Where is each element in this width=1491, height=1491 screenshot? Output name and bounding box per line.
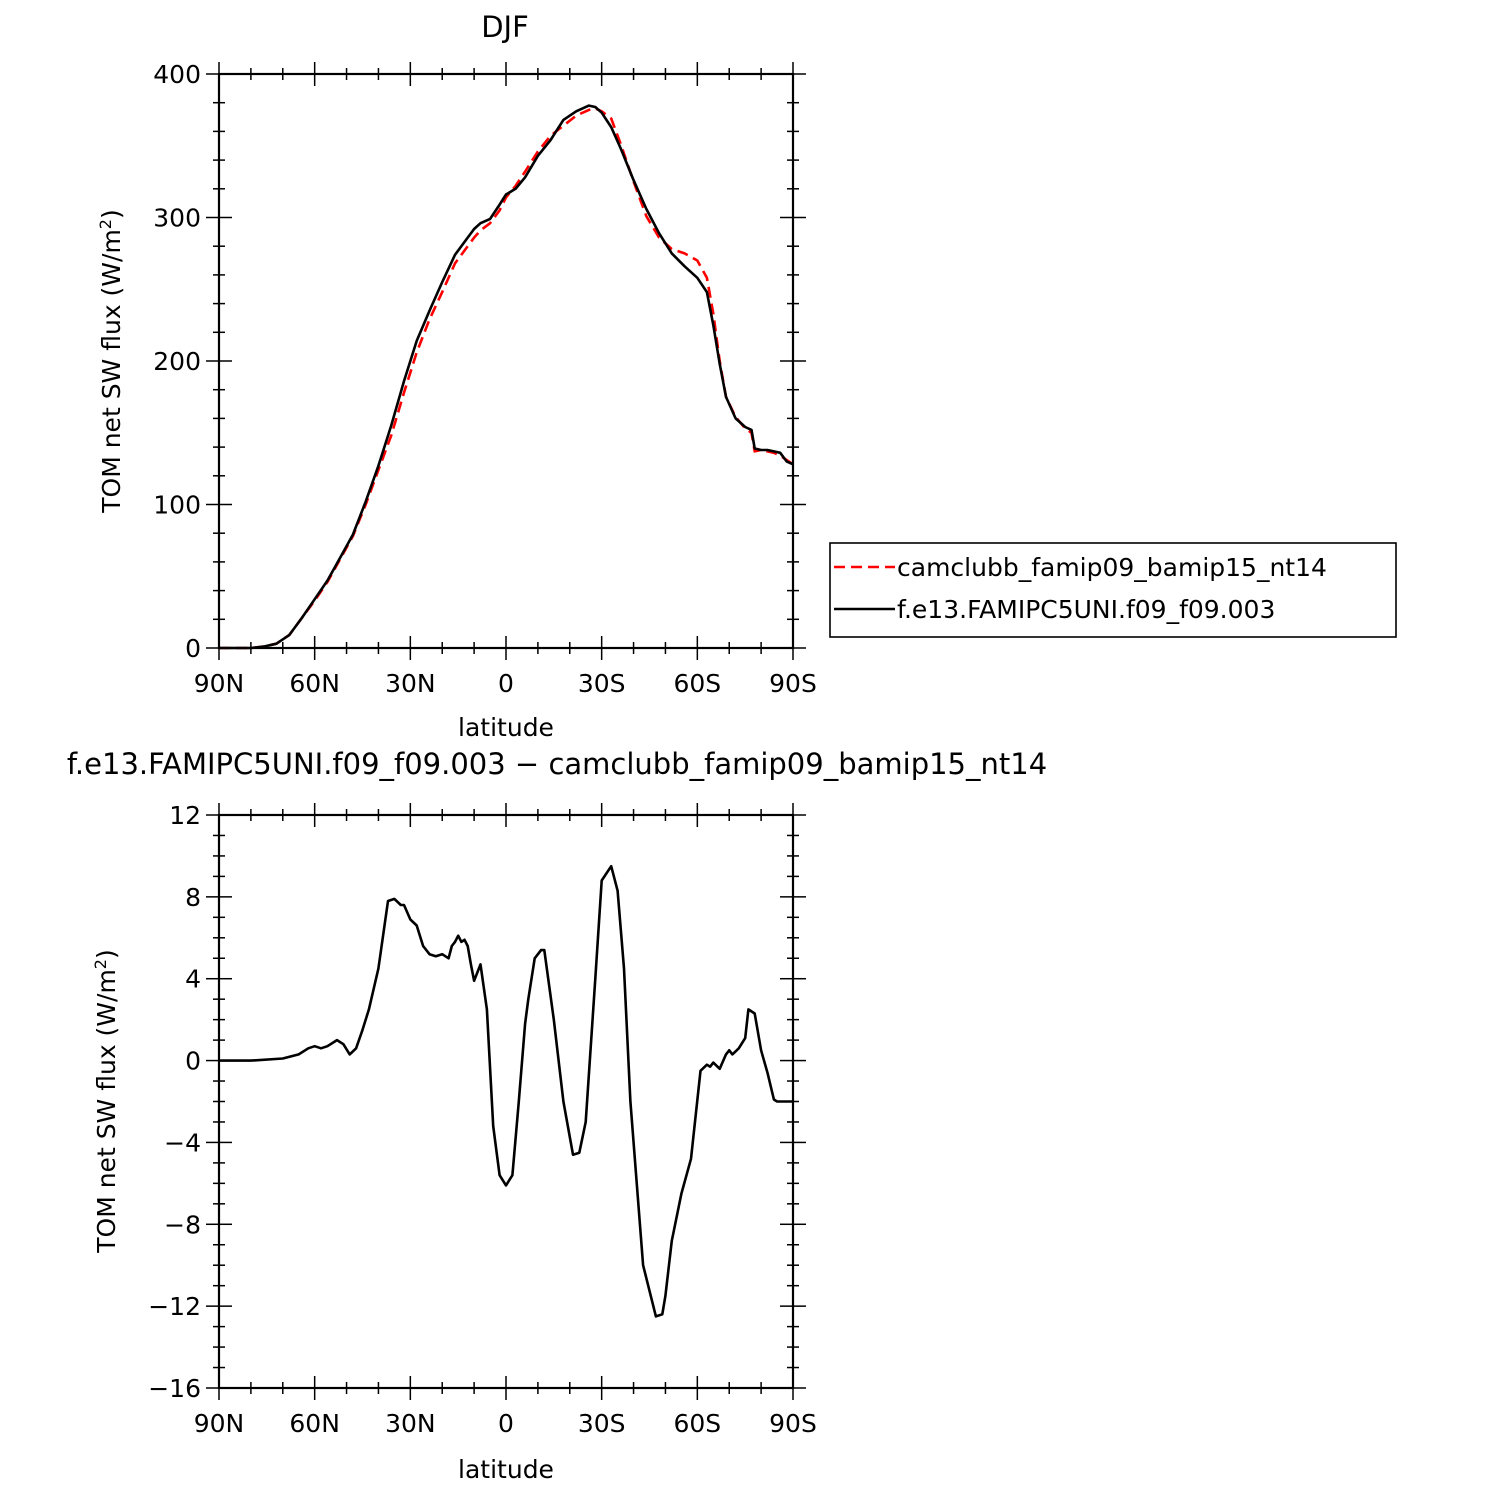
bottom-y-tick-label: 12 (169, 801, 201, 830)
bottom-chart-title: f.e13.FAMIPC5UNI.f09_f09.003 − camclubb_… (67, 747, 1047, 781)
top-panel: DJF 90N 60N 30N 0 30S 60S 90S 0 100 200 300 400 lat… (96, 10, 817, 742)
top-x-tick-label: 30N (385, 669, 436, 698)
top-series-line-2 (219, 104, 794, 650)
top-y-axis-label: TOM net SW flux (W/m2) (96, 209, 126, 514)
top-x-tick-label: 90S (769, 669, 817, 698)
bottom-series-line-1 (219, 864, 793, 1318)
bottom-plot-area: 90N 60N 30N 0 30S 60S 90S −16 −12 −8 −4 0 4 8 12 (148, 801, 817, 1438)
top-x-tick-label: 0 (498, 669, 514, 698)
bottom-x-tick-label: 90S (769, 1409, 817, 1438)
bottom-x-tick-label: 60S (673, 1409, 721, 1438)
bottom-y-tick-label: −12 (148, 1292, 201, 1321)
bottom-x-tick-label: 60N (289, 1409, 340, 1438)
bottom-x-tick-label: 30N (385, 1409, 436, 1438)
bottom-y-tick-label: 0 (185, 1047, 201, 1076)
top-series-line-1 (219, 107, 794, 650)
bottom-y-tick-label: −4 (164, 1128, 201, 1157)
top-y-tick-label: 400 (153, 60, 201, 89)
top-x-tick-label: 60N (289, 669, 340, 698)
bottom-y-tick-label: 4 (185, 965, 201, 994)
bottom-x-tick-label: 90N (194, 1409, 245, 1438)
bottom-axes-frame (217, 813, 795, 1390)
legend: camclubb_famip09_bamip15_nt14 f.e13.FAMI… (829, 542, 1397, 638)
bottom-x-tick-label: 0 (498, 1409, 514, 1438)
bottom-y-tick-label: −8 (164, 1210, 201, 1239)
legend-label-series-2: f.e13.FAMIPC5UNI.f09_f09.003 (897, 595, 1275, 624)
top-y-tick-label: 300 (153, 204, 201, 233)
top-x-tick-label: 90N (194, 669, 245, 698)
top-x-axis-label: latitude (458, 713, 554, 742)
bottom-x-axis-label: latitude (458, 1455, 554, 1484)
legend-label-series-1: camclubb_famip09_bamip15_nt14 (897, 553, 1327, 582)
top-chart-title: DJF (481, 10, 529, 44)
top-y-tick-label: 200 (153, 347, 201, 376)
bottom-panel: f.e13.FAMIPC5UNI.f09_f09.003 − camclubb_… (67, 747, 1047, 1484)
bottom-y-tick-label: −16 (148, 1374, 201, 1403)
bottom-x-tick-label: 30S (578, 1409, 626, 1438)
top-axes-frame (217, 72, 795, 650)
top-x-tick-label: 30S (578, 669, 626, 698)
legend-box (829, 542, 1397, 638)
top-y-tick-label: 0 (185, 634, 201, 663)
top-y-tick-label: 100 (153, 491, 201, 520)
top-plot-area: 90N 60N 30N 0 30S 60S 90S 0 100 200 300 400 (153, 60, 817, 698)
bottom-y-tick-label: 8 (185, 883, 201, 912)
top-x-tick-label: 60S (673, 669, 721, 698)
bottom-y-axis-label: TOM net SW flux (W/m2) (91, 949, 121, 1254)
